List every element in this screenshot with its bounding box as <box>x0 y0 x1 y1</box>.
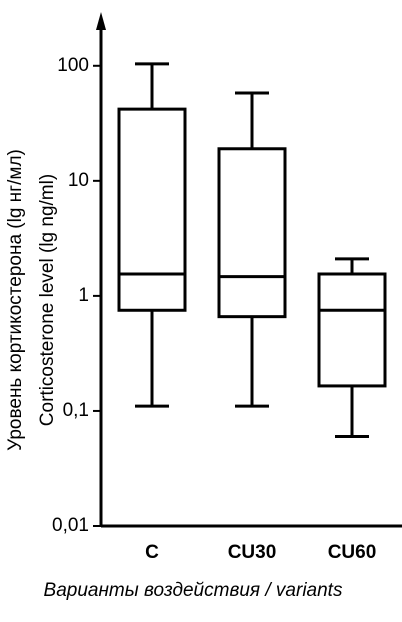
x-tick-label: CU30 <box>228 542 277 563</box>
x-tick-label: C <box>145 542 159 563</box>
y-tick-label: 100 <box>57 55 89 76</box>
box <box>217 147 287 319</box>
y-tick-label: 0,01 <box>52 515 89 536</box>
box <box>317 272 387 388</box>
y-axis-label: Corticosterone level (lg ng/ml) <box>37 174 58 426</box>
y-axis-arrow <box>96 12 106 30</box>
y-label-1: Уровень кортикостерона (lg нг/мл) <box>5 149 26 451</box>
box <box>117 107 187 312</box>
y-tick-label: 1 <box>78 285 89 306</box>
x-axis-label: Варианты воздействия / variants <box>44 580 343 601</box>
x-tick-label: CU60 <box>328 542 377 563</box>
y-label-2: Corticosterone level (lg ng/ml) <box>37 174 58 426</box>
y-axis-label: Уровень кортикостерона (lg нг/мл) <box>5 149 26 451</box>
y-tick-label: 10 <box>68 170 89 191</box>
y-tick-label: 0,1 <box>63 400 89 421</box>
